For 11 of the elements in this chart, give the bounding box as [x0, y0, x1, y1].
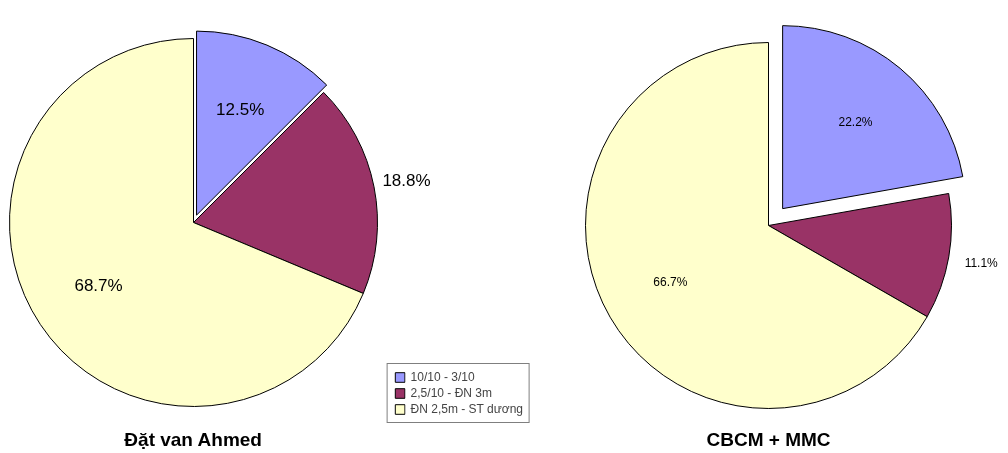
text: Đặt van Ahmed: [124, 429, 262, 450]
data-label: 66.7%: [653, 275, 688, 290]
data-label: 18.8%: [382, 170, 431, 190]
text: CBCM + MMC: [706, 429, 831, 450]
data-label: 11.1%: [964, 255, 999, 270]
data-label: 12.5%: [216, 100, 265, 120]
legend-label: 10/10 - 3/10: [410, 370, 475, 384]
legend-label: 2,5/10 - ĐN 3m: [410, 386, 492, 400]
legend-label: ĐN 2,5m - ST dương: [410, 402, 523, 416]
data-label: 22.2%: [838, 114, 873, 129]
data-label: 68.7%: [74, 276, 123, 296]
